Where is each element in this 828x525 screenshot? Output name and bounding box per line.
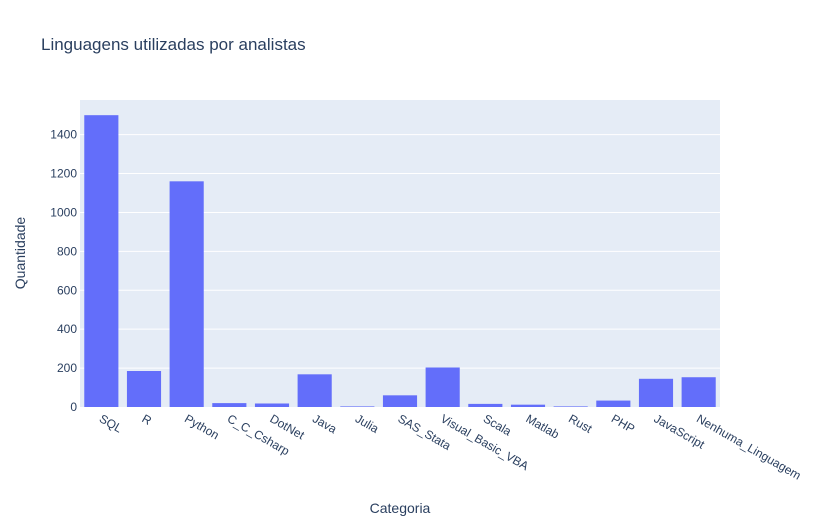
y-tick-label: 0: [70, 400, 77, 414]
bar-dotnet: [254, 403, 290, 407]
y-axis-title: Quantidade: [12, 217, 28, 290]
bars: [84, 115, 716, 408]
y-tick-label: 400: [57, 322, 77, 336]
y-tick-label: 1200: [50, 167, 77, 181]
bar-matlab: [510, 404, 546, 407]
x-tick-label: Python: [182, 411, 221, 442]
bar-java: [297, 374, 332, 407]
x-tick-label: Nenhuma_Linguagem: [694, 411, 803, 482]
bar-r: [126, 371, 162, 407]
x-tick-label: Rust: [566, 411, 595, 436]
x-tick-label: R: [140, 411, 155, 428]
bar-sql: [84, 115, 119, 408]
y-tick-label: 1000: [50, 205, 77, 219]
y-axis-ticks: 0 200 400 600 800 1000 1200 1400: [50, 128, 77, 414]
x-tick-label: PHP: [609, 411, 637, 435]
chart-title: Linguagens utilizadas por analistas: [41, 35, 306, 54]
bar-javascript: [638, 378, 674, 407]
bar-rust: [553, 406, 588, 407]
x-tick-label: Julia: [353, 411, 382, 436]
bar-julia: [340, 406, 375, 407]
y-tick-label: 800: [57, 244, 77, 258]
bar-nenhuma-linguagem: [681, 377, 716, 407]
y-tick-label: 600: [57, 283, 77, 297]
x-tick-label: Matlab: [524, 411, 562, 441]
bar-scala: [468, 403, 503, 407]
bar-sas-stata: [382, 395, 418, 407]
bar-c-c-csharp: [212, 403, 247, 407]
bar-python: [169, 181, 204, 407]
y-tick-label: 200: [57, 361, 77, 375]
bar-php: [596, 400, 631, 407]
x-tick-label: SQL: [97, 411, 125, 435]
y-tick-label: 1400: [50, 128, 77, 142]
x-tick-label: Java: [310, 411, 339, 436]
bar-visual-basic-vba: [425, 367, 460, 407]
x-axis-title: Categoria: [370, 500, 431, 516]
